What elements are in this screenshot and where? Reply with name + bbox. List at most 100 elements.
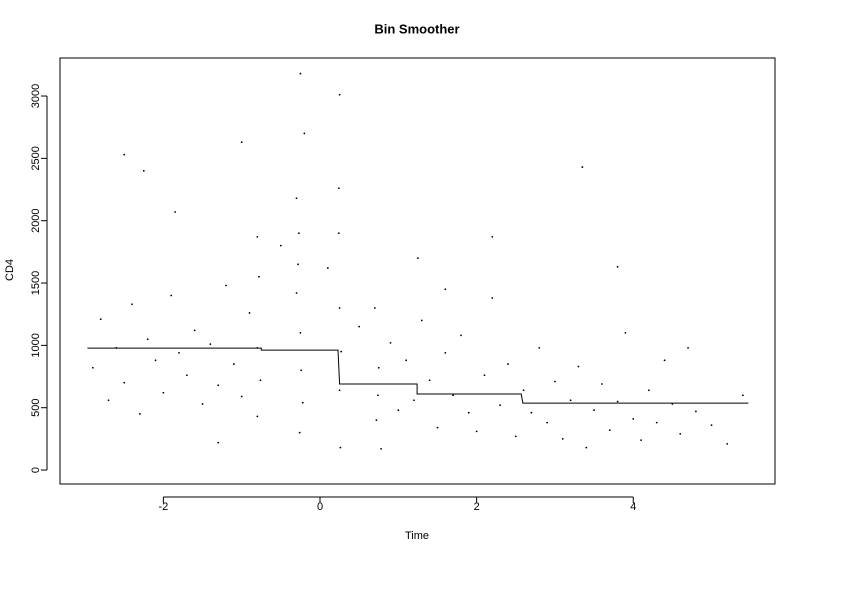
data-point — [679, 432, 682, 435]
data-point — [217, 441, 220, 444]
data-point — [475, 430, 478, 433]
data-point — [174, 211, 177, 213]
data-point — [577, 365, 580, 368]
data-point — [373, 307, 376, 309]
x-tick-label: 4 — [630, 501, 636, 513]
x-tick-label: 2 — [474, 501, 480, 513]
chart-title: Bin Smoother — [374, 21, 459, 36]
data-point — [337, 187, 340, 190]
data-point — [554, 380, 556, 383]
data-point — [585, 446, 588, 449]
y-tick-label: 2000 — [30, 208, 42, 232]
data-point — [91, 366, 94, 369]
data-point — [648, 389, 650, 392]
data-point — [663, 359, 666, 362]
data-point — [337, 232, 340, 235]
data-point — [581, 166, 584, 168]
data-point — [436, 426, 439, 429]
data-point — [561, 437, 564, 440]
data-point — [710, 424, 713, 427]
data-point — [297, 232, 300, 235]
data-point — [201, 403, 204, 405]
data-point — [299, 331, 302, 334]
data-point — [299, 72, 302, 75]
data-point — [217, 384, 220, 387]
data-point — [209, 343, 212, 346]
data-point — [569, 399, 572, 402]
data-point — [248, 312, 251, 314]
data-point — [695, 410, 697, 413]
data-point — [123, 381, 126, 384]
y-tick-label: 0 — [30, 467, 42, 473]
data-point — [178, 351, 180, 354]
x-tick-label: 0 — [317, 501, 323, 513]
data-point — [530, 411, 533, 414]
smoother-line — [87, 347, 749, 404]
data-point — [499, 404, 502, 407]
data-point — [389, 341, 392, 344]
y-tick-label: 1500 — [30, 271, 42, 295]
data-point — [256, 415, 259, 418]
data-point — [225, 284, 227, 287]
data-point — [193, 329, 196, 332]
data-point — [593, 409, 595, 412]
data-point — [146, 338, 149, 341]
data-point — [375, 419, 378, 422]
data-point — [154, 359, 157, 362]
data-point — [256, 236, 259, 238]
data-point — [420, 319, 423, 322]
data-point — [413, 399, 415, 402]
data-point — [301, 401, 304, 404]
data-point — [460, 334, 462, 337]
data-point — [452, 394, 455, 397]
data-point — [608, 429, 611, 432]
data-point — [491, 297, 494, 299]
data-point — [444, 351, 447, 354]
plot-frame — [59, 57, 776, 485]
data-point — [655, 421, 658, 424]
data-point — [99, 318, 102, 321]
data-point — [741, 394, 744, 397]
data-point — [295, 292, 298, 294]
data-point — [185, 374, 188, 377]
data-point — [131, 303, 133, 306]
data-point — [297, 263, 299, 266]
data-point — [142, 169, 145, 172]
data-point — [624, 331, 627, 334]
data-point — [107, 399, 110, 402]
data-point — [380, 447, 382, 450]
data-point — [416, 257, 419, 259]
data-point — [616, 265, 619, 268]
data-point — [138, 413, 141, 415]
data-point — [258, 275, 260, 278]
data-point — [546, 421, 549, 424]
y-tick-label: 2500 — [30, 146, 42, 170]
data-point — [295, 197, 298, 200]
data-point — [339, 446, 342, 449]
data-point — [687, 346, 689, 349]
data-point — [338, 307, 341, 309]
data-point — [377, 394, 379, 397]
data-point — [232, 363, 235, 365]
data-point — [240, 141, 243, 144]
data-point — [326, 267, 329, 269]
data-point — [444, 288, 447, 291]
data-point — [616, 400, 619, 403]
data-point — [522, 389, 525, 392]
data-point — [240, 395, 243, 398]
data-point — [377, 366, 380, 369]
data-point — [358, 325, 361, 328]
data-point — [300, 369, 303, 372]
data-point — [338, 93, 341, 96]
data-point — [601, 383, 603, 385]
x-tick-label: -2 — [158, 501, 168, 513]
data-point — [170, 294, 173, 297]
data-point — [162, 391, 165, 394]
data-point — [726, 442, 729, 445]
data-point — [405, 359, 408, 362]
y-tick-label: 500 — [30, 399, 42, 417]
data-point — [279, 244, 282, 247]
data-point — [538, 346, 541, 349]
data-point — [303, 132, 306, 135]
